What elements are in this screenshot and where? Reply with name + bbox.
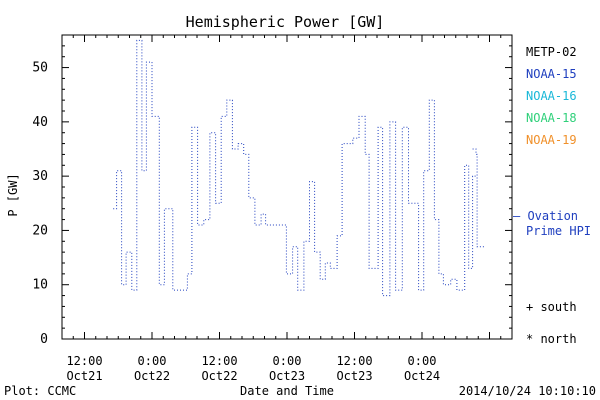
x-tick-label-time: 0:00 [273, 354, 302, 368]
y-tick-label: 40 [32, 115, 48, 130]
legend-entry: METP-02 [526, 45, 577, 59]
y-tick-label: 20 [32, 223, 48, 238]
south-marker-label: + south [526, 300, 577, 314]
x-tick-label-time: 12:00 [336, 354, 372, 368]
chart-title: Hemispheric Power [GW] [186, 13, 385, 31]
x-tick-label-date: Oct21 [66, 369, 102, 383]
footer-timestamp: 2014/10/24 10:10:10 [459, 384, 596, 398]
x-axis-ticks: 12:00Oct210:00Oct2212:00Oct220:00Oct2312… [61, 35, 513, 383]
y-tick-label: 30 [32, 169, 48, 184]
x-tick-label-time: 12:00 [66, 354, 102, 368]
y-tick-label: 10 [32, 278, 48, 293]
x-tick-label-date: Oct24 [404, 369, 440, 383]
legend: METP-02 NOAA-15 NOAA-16 NOAA-18 NOAA-19 [526, 45, 577, 147]
legend-entry: NOAA-15 [526, 67, 577, 81]
legend-entry: NOAA-18 [526, 111, 577, 125]
y-axis-label: P [GW] [6, 173, 20, 216]
series-line-noaa-15 [113, 39, 477, 297]
x-tick-label-date: Oct23 [336, 369, 372, 383]
ovation-label: — Ovation [513, 209, 578, 223]
x-tick-label-time: 0:00 [408, 354, 437, 368]
y-tick-label: 50 [32, 61, 48, 76]
series-line-ovation-prime-hpi [472, 148, 484, 248]
y-axis-ticks: 0 10 20 30 40 50 [32, 34, 512, 347]
north-marker-label: * north [526, 332, 577, 346]
series-layer [113, 39, 484, 297]
x-axis-label: Date and Time [240, 384, 334, 398]
footer-left: Plot: CCMC [4, 384, 76, 398]
x-tick-label-time: 0:00 [138, 354, 167, 368]
x-tick-label-date: Oct22 [201, 369, 237, 383]
legend-entry: NOAA-19 [526, 133, 577, 147]
x-tick-label-date: Oct22 [134, 369, 170, 383]
ovation-label-line2: Prime HPI [526, 224, 591, 238]
y-tick-label: 0 [40, 332, 48, 347]
x-tick-label-time: 12:00 [201, 354, 237, 368]
legend-entry: NOAA-16 [526, 89, 577, 103]
plot-frame [61, 34, 513, 340]
x-tick-label-date: Oct23 [269, 369, 305, 383]
